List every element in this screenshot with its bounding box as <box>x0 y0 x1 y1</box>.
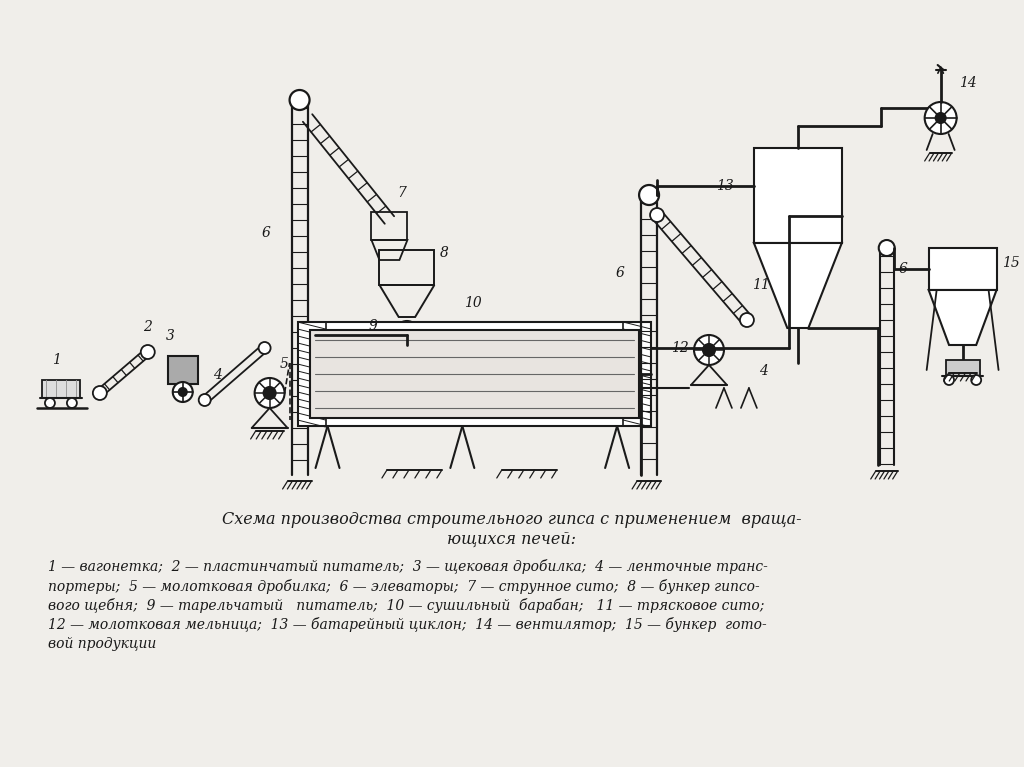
Text: вой продукции: вой продукции <box>48 637 157 651</box>
Bar <box>309 330 639 418</box>
Circle shape <box>173 382 193 402</box>
Bar <box>754 148 842 243</box>
Circle shape <box>93 386 106 400</box>
Text: Схема производства строительного гипса с применением  враща-: Схема производства строительного гипса с… <box>221 511 801 528</box>
Text: 6: 6 <box>615 266 624 280</box>
Text: 6: 6 <box>899 262 907 276</box>
Circle shape <box>290 90 309 110</box>
Text: 3: 3 <box>166 329 175 343</box>
Text: 4: 4 <box>759 364 768 378</box>
Circle shape <box>259 342 270 354</box>
Bar <box>372 212 408 240</box>
Text: 11: 11 <box>752 278 770 292</box>
Circle shape <box>936 113 945 123</box>
Bar <box>623 322 651 426</box>
Circle shape <box>199 394 211 406</box>
Circle shape <box>395 321 419 345</box>
Text: ющихся печей:: ющихся печей: <box>446 531 575 548</box>
Text: 6: 6 <box>261 226 270 240</box>
Circle shape <box>694 335 724 365</box>
Circle shape <box>944 375 954 385</box>
Circle shape <box>879 240 895 256</box>
Text: 14: 14 <box>958 76 976 90</box>
Circle shape <box>179 388 186 396</box>
Circle shape <box>255 378 285 408</box>
Polygon shape <box>754 243 842 328</box>
Text: 4: 4 <box>213 368 221 382</box>
Circle shape <box>650 208 664 222</box>
Text: 9: 9 <box>369 319 378 333</box>
Text: вого щебня;  9 — тарельчатый   питатель;  10 — сушильный  барабан;   11 — тряско: вого щебня; 9 — тарельчатый питатель; 10… <box>48 598 764 613</box>
Text: 15: 15 <box>1001 256 1019 270</box>
Text: 1: 1 <box>52 353 60 367</box>
Circle shape <box>971 375 981 385</box>
Text: 12: 12 <box>671 341 689 355</box>
Text: портеры;  5 — молотковая дробилка;  6 — элеваторы;  7 — струнное сито;  8 — бунк: портеры; 5 — молотковая дробилка; 6 — эл… <box>48 578 760 594</box>
Circle shape <box>140 345 155 359</box>
Bar <box>42 380 80 398</box>
Text: 5: 5 <box>280 357 289 371</box>
Circle shape <box>925 102 956 134</box>
Text: 7: 7 <box>397 186 407 200</box>
Bar <box>298 322 326 426</box>
Text: 8: 8 <box>439 246 449 260</box>
Circle shape <box>67 398 77 408</box>
Text: 13: 13 <box>716 179 734 193</box>
Text: 1 — вагонетка;  2 — пластинчатый питатель;  3 — щековая дробилка;  4 — ленточные: 1 — вагонетка; 2 — пластинчатый питатель… <box>48 559 768 574</box>
Circle shape <box>45 398 55 408</box>
Bar <box>380 250 434 285</box>
Circle shape <box>740 313 754 327</box>
Bar <box>929 248 996 290</box>
Circle shape <box>402 328 412 338</box>
Circle shape <box>639 185 659 205</box>
Bar <box>168 356 198 384</box>
Circle shape <box>263 387 275 399</box>
Bar <box>945 360 980 376</box>
Text: 10: 10 <box>464 296 482 310</box>
Text: 2: 2 <box>142 320 152 334</box>
Circle shape <box>703 344 715 356</box>
Bar <box>298 322 651 426</box>
Text: 12 — молотковая мельница;  13 — батарейный циклон;  14 — вентилятор;  15 — бунке: 12 — молотковая мельница; 13 — батарейны… <box>48 617 767 633</box>
Polygon shape <box>929 290 996 345</box>
